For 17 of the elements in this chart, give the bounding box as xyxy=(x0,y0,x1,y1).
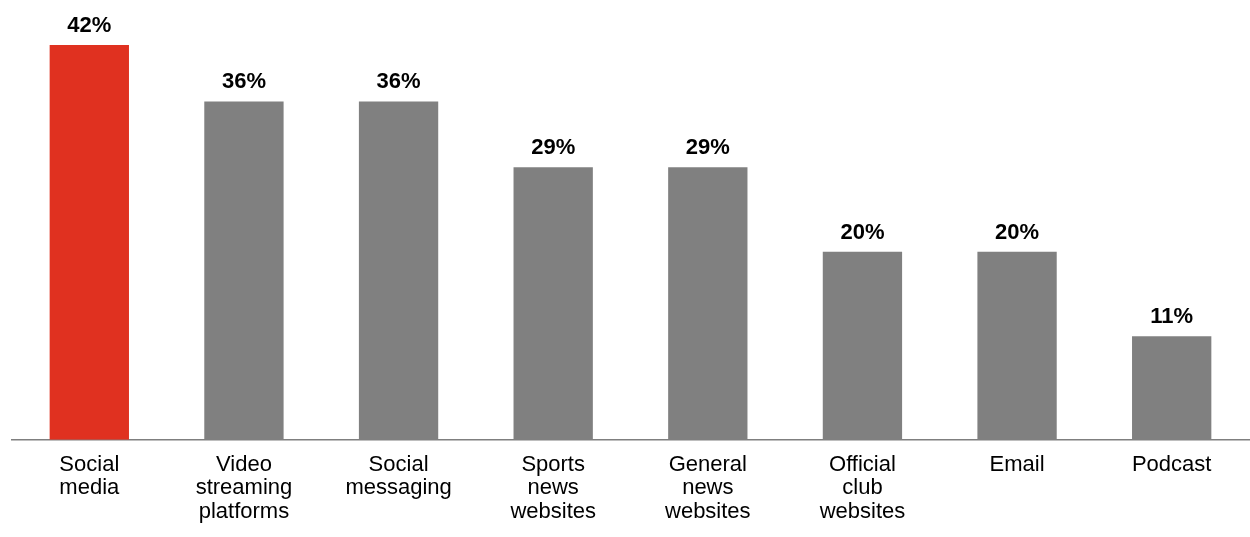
data-label: 20% xyxy=(995,218,1040,244)
data-label: 29% xyxy=(531,134,576,160)
x-tick-label: General news websites xyxy=(664,451,751,523)
x-tick-label: Video streaming platforms xyxy=(195,451,293,523)
x-tick-label: Podcast xyxy=(1131,451,1212,477)
x-tick-label: Sports news websites xyxy=(509,451,596,523)
data-label: 42% xyxy=(67,12,112,38)
data-label: 29% xyxy=(685,134,730,160)
x-tick-label: Social messaging xyxy=(345,451,452,500)
data-label: 36% xyxy=(221,68,266,94)
data-label: 36% xyxy=(376,68,421,94)
data-label: 20% xyxy=(840,218,885,244)
x-tick-label: Email xyxy=(989,451,1045,477)
bar xyxy=(49,45,129,440)
x-tick-label: Social media xyxy=(59,451,121,500)
data-label: 11% xyxy=(1150,303,1194,329)
x-tick-label: Official club websites xyxy=(818,451,906,523)
